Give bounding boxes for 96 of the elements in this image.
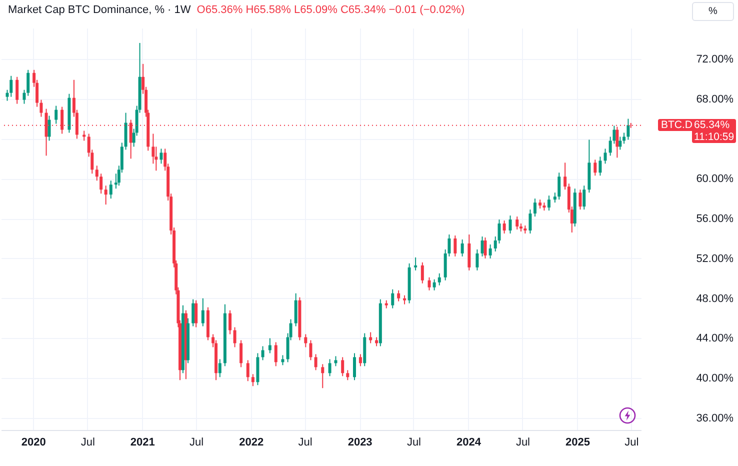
candlestick xyxy=(261,346,264,361)
candlestick xyxy=(16,76,19,104)
candlestick xyxy=(391,288,394,309)
candlestick xyxy=(10,75,13,98)
y-tick-label: 40.00% xyxy=(696,372,734,385)
candlestick xyxy=(194,300,198,328)
candlestick xyxy=(218,358,222,378)
candlestick xyxy=(314,354,318,371)
chart-title: Market Cap BTC Dominance, % · 1W xyxy=(8,4,191,16)
candlestick xyxy=(454,234,457,257)
candlestick xyxy=(95,165,98,182)
x-tick-label: 2020 xyxy=(21,436,46,448)
candlestick xyxy=(274,342,278,367)
candlestick xyxy=(488,244,492,259)
candlestick xyxy=(420,262,424,284)
candlestick xyxy=(309,340,312,361)
candlestick xyxy=(502,220,506,234)
candlestick xyxy=(528,209,532,234)
candlestick xyxy=(328,358,332,377)
x-tick-label: 2025 xyxy=(566,436,590,448)
candlestick xyxy=(100,173,103,194)
y-tick-label: 44.00% xyxy=(696,332,734,345)
candlestick xyxy=(40,99,43,118)
candlestick xyxy=(598,156,602,176)
candlestick xyxy=(558,172,561,200)
candlestick xyxy=(604,148,607,164)
text: 65.34% xyxy=(694,119,731,132)
candlestick xyxy=(233,326,236,348)
candlestick xyxy=(438,272,441,286)
candlestick xyxy=(468,234,471,271)
candlestick xyxy=(547,195,550,212)
candlestick xyxy=(109,180,112,200)
x-tick-label: 2023 xyxy=(348,436,372,448)
candlestick xyxy=(353,352,356,381)
x-tick-label: Jul xyxy=(298,436,312,448)
candlestick xyxy=(346,370,350,381)
candlestick xyxy=(626,118,630,140)
candlestick xyxy=(397,290,400,302)
y-tick-label: 72.00% xyxy=(696,53,734,66)
text: 11:10:59 xyxy=(694,131,734,144)
candlestick xyxy=(294,292,298,327)
candlestick xyxy=(582,185,586,210)
candlestick xyxy=(304,334,308,348)
candlestick xyxy=(54,105,58,124)
candlestick xyxy=(460,238,464,257)
candlestick xyxy=(268,338,272,354)
x-tick-label: 2022 xyxy=(239,436,264,448)
x-tick-label: Jul xyxy=(624,436,639,448)
candlestick xyxy=(508,215,512,234)
candlestick xyxy=(369,332,372,344)
candlestick xyxy=(251,374,254,387)
candlestick xyxy=(240,340,243,368)
candlestick xyxy=(201,298,204,327)
candlestick xyxy=(104,185,108,206)
text: % xyxy=(692,2,734,21)
candlestick xyxy=(192,298,195,327)
candlestick xyxy=(414,256,418,271)
y-tick-label: 56.00% xyxy=(696,213,734,226)
x-tick-label: 2021 xyxy=(130,436,155,448)
text: O65.36% H65.58% L65.09% C65.34% −0.01 (−0.02%) xyxy=(196,4,465,16)
x-tick-label: 2024 xyxy=(456,436,482,448)
candlestick xyxy=(622,132,626,144)
candlestick xyxy=(48,115,51,142)
y-tick-label: 68.00% xyxy=(696,93,734,106)
candlestick xyxy=(228,310,232,335)
candlestick xyxy=(124,112,128,150)
candlestick xyxy=(533,198,536,218)
candlestick xyxy=(358,354,362,367)
candlestick xyxy=(26,69,30,96)
y-tick-label: 60.00% xyxy=(696,173,734,186)
ref-line-label: BTC.D xyxy=(658,119,696,132)
x-tick-label: Jul xyxy=(516,436,530,448)
candlestick xyxy=(334,356,338,367)
candlestick xyxy=(578,189,582,210)
y-tick-label: 36.00% xyxy=(696,412,734,425)
x-tick-label: Jul xyxy=(190,436,204,448)
candlestick xyxy=(22,89,26,104)
y-tick-label: 52.00% xyxy=(696,252,734,265)
candlestick xyxy=(564,162,567,190)
candlestick xyxy=(341,356,344,377)
candlestick xyxy=(428,276,431,291)
x-tick-label: Jul xyxy=(406,436,421,448)
candlestick xyxy=(516,216,519,230)
candlestick xyxy=(618,136,622,150)
candlestick xyxy=(281,354,284,366)
candlestick xyxy=(82,130,86,142)
y-tick-label: 48.00% xyxy=(696,292,734,305)
candlestick xyxy=(553,192,556,204)
candlestick xyxy=(476,248,479,271)
candlestick xyxy=(160,148,163,164)
candlestick xyxy=(432,278,436,291)
candlestick xyxy=(321,364,324,389)
candlestick xyxy=(594,159,597,176)
candlestick xyxy=(484,236,487,259)
x-tick-label: Jul xyxy=(80,436,95,448)
candlestick xyxy=(246,360,250,382)
